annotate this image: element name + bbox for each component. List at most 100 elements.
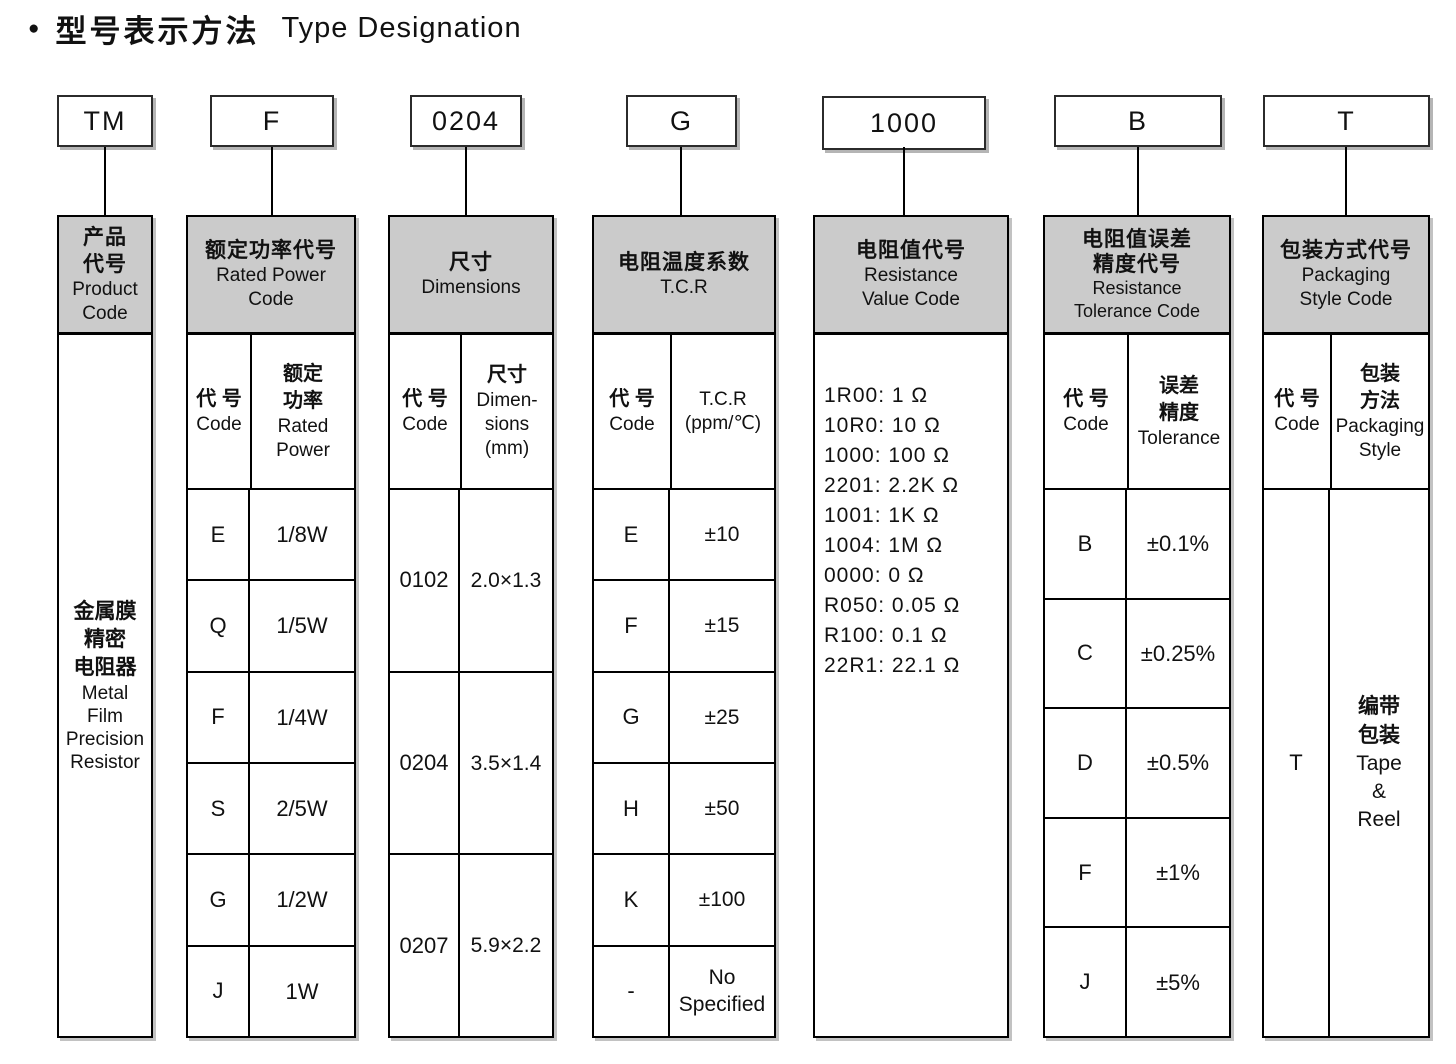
code-cell: J	[188, 946, 250, 1036]
value-example: 22R1: 22.1 Ω	[824, 654, 961, 677]
value-cell: ±0.1%	[1146, 531, 1210, 557]
header-line: Product	[72, 278, 138, 300]
description-line: Metal	[81, 682, 129, 704]
code-column-header: 代 号 Code	[1264, 335, 1332, 488]
value-example: 0000: 0 Ω	[824, 564, 925, 587]
col-label: Code	[609, 414, 655, 435]
value-cell: 2/5W	[276, 796, 328, 822]
value-cell: ±10	[704, 523, 740, 547]
code-box-tcr: G	[626, 95, 737, 147]
header-line: Code	[248, 289, 294, 310]
header-line: Rated Power	[216, 265, 326, 286]
value-cell: 1/4W	[276, 704, 328, 730]
header-line: Value Code	[862, 289, 960, 310]
table-header: 额定功率代号 Rated Power Code	[188, 217, 354, 335]
col-label: 代 号	[1274, 388, 1320, 410]
description-line: Film	[87, 705, 123, 727]
value-cell: 5.9×2.2	[470, 934, 542, 958]
code-cell: B	[1045, 490, 1127, 598]
table-header: 尺寸 Dimensions	[390, 217, 552, 335]
table-resistance-value: 电阻值代号 Resistance Value Code 1R00: 1 Ω 10…	[813, 215, 1009, 1038]
column-headers: 代 号 Code 尺寸 Dimen- sions (mm)	[390, 335, 552, 490]
connector-line	[1137, 147, 1139, 217]
table-rated-power: 额定功率代号 Rated Power Code 代 号 Code 额定 功率 R…	[186, 215, 356, 1038]
connector-line	[680, 147, 682, 217]
header-line: Packaging	[1301, 265, 1391, 286]
value-example: R100: 0.1 Ω	[824, 624, 948, 647]
section-title-zh: 型号表示方法	[55, 14, 260, 49]
col-label: 额定	[283, 362, 323, 385]
table-row: D ±0.5%	[1045, 707, 1229, 817]
value-column-header: 误差 精度 Tolerance	[1129, 335, 1229, 488]
table-row: 0102 2.0×1.3	[390, 490, 552, 671]
product-description: 金属膜 精密 电阻器 Metal Film Precision Resistor	[59, 335, 151, 1036]
col-label: (mm)	[484, 438, 530, 459]
col-label: 代 号	[1063, 388, 1109, 410]
value-column-header: 包装 方法 Packaging Style	[1332, 335, 1428, 488]
header-line: 包装方式代号	[1280, 239, 1412, 262]
value-line: 编带	[1358, 695, 1400, 718]
table-row: J ±5%	[1045, 926, 1229, 1036]
table-header: 电阻温度系数 T.C.R	[594, 217, 774, 335]
col-label: Power	[276, 439, 330, 461]
col-label: 尺寸	[487, 364, 527, 386]
value-cell: ±100	[698, 888, 746, 912]
col-label: 精度	[1159, 401, 1199, 424]
value-cell: 1/8W	[276, 522, 328, 548]
code-cell: S	[188, 763, 250, 854]
value-line: Reel	[1357, 808, 1401, 831]
col-label: 方法	[1360, 389, 1400, 412]
code-cell: Q	[188, 581, 250, 671]
code-box-packaging: T	[1263, 95, 1430, 147]
value-cell: 1/5W	[276, 613, 328, 639]
code-cell: T	[1264, 490, 1330, 1036]
value-column-header: T.C.R (ppm/℃)	[672, 335, 774, 488]
code-box-tolerance: B	[1054, 95, 1222, 147]
col-label: Tolerance	[1137, 427, 1221, 449]
table-row: C ±0.25%	[1045, 597, 1229, 708]
col-label: 代 号	[609, 388, 655, 410]
connector-line	[104, 147, 106, 217]
code-cell: C	[1045, 599, 1127, 708]
table-row: T 编带 包装 Tape & Reel	[1264, 490, 1428, 1036]
code-cell: E	[594, 490, 670, 580]
code-cell: K	[594, 855, 670, 945]
connector-line	[903, 147, 905, 217]
table-row: F ±15	[594, 579, 774, 671]
code-cell: F	[188, 672, 250, 762]
value-example: 2201: 2.2K Ω	[824, 474, 960, 497]
col-label: 功率	[283, 389, 323, 412]
header-line: Code	[82, 302, 128, 324]
header-line: Dimensions	[421, 277, 521, 298]
header-line: 电阻值代号	[856, 239, 966, 262]
header-line: Resistance	[864, 265, 958, 286]
table-row: E ±10	[594, 490, 774, 580]
value-example: 10R0: 10 Ω	[824, 414, 941, 437]
value-cell: ±0.5%	[1146, 750, 1210, 776]
col-label: T.C.R	[699, 388, 747, 410]
code-cell: 0207	[390, 855, 460, 1037]
col-label: Code	[1274, 414, 1320, 435]
table-row: F 1/4W	[188, 670, 354, 762]
code-cell: F	[594, 581, 670, 671]
section-title: ● 型号表示方法 Type Designation	[28, 6, 522, 51]
value-example: 1004: 1M Ω	[824, 534, 944, 557]
value-cell: 编带 包装 Tape & Reel	[1330, 490, 1428, 1036]
table-header: 电阻值误差 精度代号 Resistance Tolerance Code	[1045, 217, 1229, 335]
table-row: S 2/5W	[188, 761, 354, 854]
header-line: Style Code	[1299, 289, 1393, 310]
table-row: F ±1%	[1045, 816, 1229, 927]
col-label: Style	[1358, 439, 1402, 461]
col-label: Code	[402, 414, 448, 435]
table-row: B ±0.1%	[1045, 490, 1229, 598]
table-header: 包装方式代号 Packaging Style Code	[1264, 217, 1428, 335]
table-row: G ±25	[594, 670, 774, 762]
table-product-code: 产品 代号 Product Code 金属膜 精密 电阻器 Metal Film…	[57, 215, 153, 1038]
code-cell: J	[1045, 928, 1127, 1036]
description-line: 精密	[84, 627, 126, 651]
header-line: 产品	[83, 225, 127, 249]
value-example: 1001: 1K Ω	[824, 504, 940, 527]
code-box-product: TM	[57, 95, 153, 147]
header-line: Resistance	[1092, 277, 1182, 298]
table-rows: 0102 2.0×1.3 0204 3.5×1.4 0207 5.9×2.2	[390, 490, 552, 1037]
